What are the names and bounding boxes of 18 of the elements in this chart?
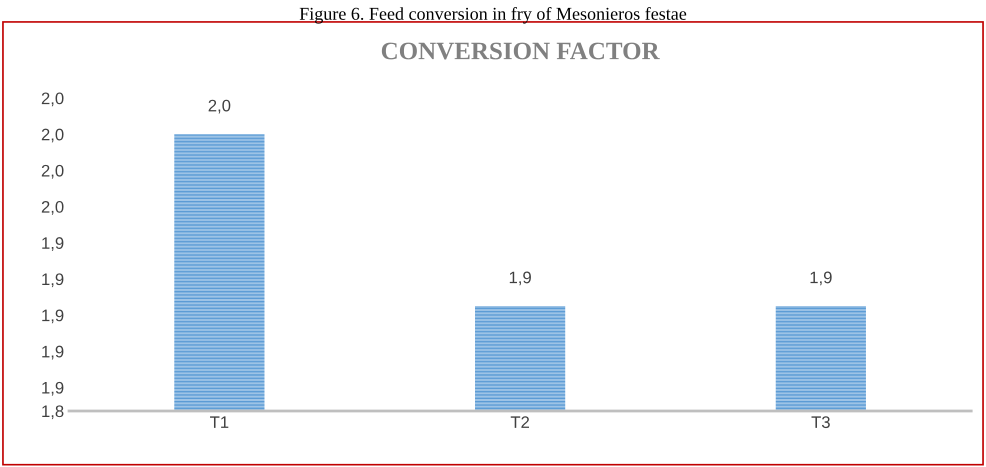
y-tick-label: 1,9 (42, 237, 64, 251)
data-label: 1,9 (810, 272, 832, 286)
y-tick-label: 1,9 (42, 382, 64, 396)
y-tick-label: 1,9 (42, 273, 64, 288)
y-tick-label: 1,8 (42, 405, 64, 420)
y-tick-label: 2,0 (42, 128, 64, 142)
y-tick-label: 2,0 (42, 200, 64, 215)
y-tick-label: 2,0 (42, 164, 64, 179)
caption: Figure 6. Feed conversion in fry of Mesonieros festae (300, 7, 686, 24)
y-tick-label: 1,9 (42, 346, 64, 360)
x-tick-label: T1 (210, 416, 228, 428)
data-label: 1,9 (510, 272, 531, 286)
y-tick-label: 2,0 (42, 92, 64, 106)
chart-title: CONVERSION FACTOR (382, 42, 660, 60)
data-label: 2,0 (208, 100, 230, 114)
x-tick-label: T3 (811, 416, 830, 428)
y-tick-label: 1,9 (42, 310, 64, 324)
x-tick-label: T2 (510, 416, 530, 428)
